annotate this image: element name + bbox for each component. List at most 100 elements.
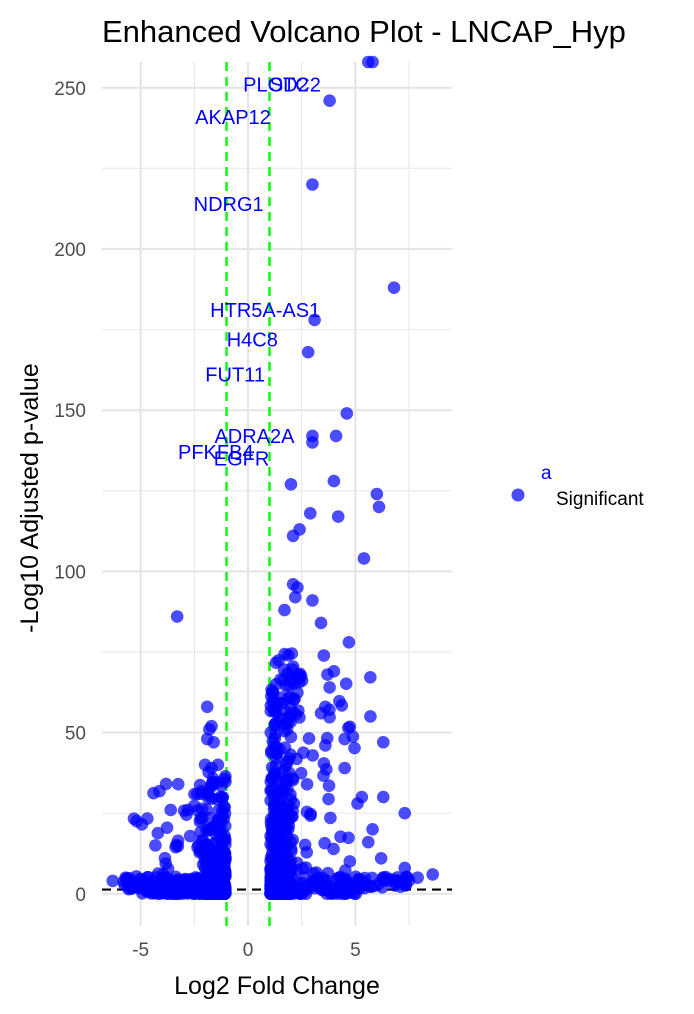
data-point <box>314 706 328 720</box>
data-point <box>159 871 173 884</box>
data-point <box>160 821 174 834</box>
data-point <box>327 474 341 488</box>
data-point <box>268 731 282 745</box>
data-point <box>210 876 223 890</box>
data-point <box>196 842 210 855</box>
data-point <box>300 805 314 819</box>
x-axis-title: Log2 Fold Change <box>174 972 380 1000</box>
data-point <box>164 803 178 817</box>
gene-label: NDRG1 <box>194 194 264 216</box>
data-point <box>306 594 319 607</box>
data-point <box>343 855 357 868</box>
data-point <box>268 851 282 865</box>
data-point <box>331 510 345 523</box>
data-point <box>272 653 285 667</box>
data-point <box>204 823 218 836</box>
data-point <box>218 847 232 861</box>
data-point <box>321 668 334 681</box>
x-tick-label: 5 <box>350 940 361 961</box>
data-point <box>125 877 139 891</box>
data-point <box>329 429 343 443</box>
data-point <box>333 694 346 708</box>
gene-label: ADRA2A <box>214 426 295 448</box>
data-point <box>376 790 390 804</box>
data-point <box>149 839 162 852</box>
data-point <box>218 819 232 833</box>
y-tick-labels: 0 50 100 150 200 250 <box>54 79 86 906</box>
data-point <box>270 887 284 901</box>
data-point <box>177 880 190 894</box>
data-point <box>290 863 303 877</box>
data-point <box>280 773 293 787</box>
data-point <box>285 647 299 660</box>
data-point <box>394 874 407 888</box>
y-tick-label: 0 <box>75 885 86 906</box>
data-point <box>300 777 314 791</box>
data-point <box>283 855 296 868</box>
data-point <box>277 837 291 851</box>
data-point <box>159 777 173 791</box>
data-point <box>426 868 439 881</box>
data-point <box>183 829 197 843</box>
data-point <box>340 407 354 420</box>
data-point <box>387 281 401 294</box>
x-tick-label: 0 <box>243 940 254 961</box>
data-point <box>290 882 303 895</box>
data-point <box>171 839 185 853</box>
data-point <box>130 814 143 828</box>
plot-title: Enhanced Volcano Plot - LNCAP_Hyp <box>102 14 626 49</box>
data-point <box>364 710 377 723</box>
data-point <box>338 761 351 775</box>
x-tick-labels: -5 0 5 <box>132 940 360 961</box>
data-point <box>207 735 220 749</box>
data-point <box>198 873 211 887</box>
data-point <box>278 741 292 754</box>
gene-label: PLOD2 <box>243 75 309 97</box>
data-point <box>269 759 283 772</box>
data-point <box>303 507 317 520</box>
y-tick-label: 250 <box>54 79 86 100</box>
data-point <box>270 876 284 890</box>
data-point <box>370 487 384 501</box>
data-point <box>181 803 195 817</box>
data-point <box>327 842 340 856</box>
data-point <box>398 861 412 875</box>
data-point <box>276 826 289 839</box>
data-point <box>322 792 335 806</box>
data-point <box>195 811 209 825</box>
data-point <box>411 871 424 884</box>
data-point <box>348 741 361 755</box>
data-point <box>200 700 214 714</box>
data-point <box>282 752 296 765</box>
data-point <box>185 872 198 886</box>
data-point <box>138 880 152 893</box>
data-point <box>171 777 185 791</box>
data-point <box>338 732 351 746</box>
data-point <box>343 720 357 734</box>
data-point <box>202 791 215 805</box>
gene-label: FUT11 <box>205 365 265 387</box>
data-point <box>214 790 227 804</box>
gene-label: H4C8 <box>227 329 278 351</box>
data-point <box>376 735 390 749</box>
data-point <box>155 880 169 894</box>
data-point <box>317 649 331 662</box>
data-point <box>286 529 300 543</box>
data-point <box>298 838 312 852</box>
data-point <box>198 852 212 866</box>
data-point <box>319 739 332 752</box>
legend: a Significant <box>511 463 644 510</box>
y-tick-label: 200 <box>54 240 86 261</box>
data-point <box>319 882 333 896</box>
data-point <box>264 784 277 797</box>
data-point <box>203 723 216 736</box>
data-point <box>344 881 357 895</box>
data-point <box>211 758 225 772</box>
data-point <box>273 798 287 812</box>
gene-label: PFKFB4 <box>178 442 254 464</box>
data-point <box>398 806 412 820</box>
data-point <box>366 55 379 69</box>
data-point <box>323 681 336 694</box>
